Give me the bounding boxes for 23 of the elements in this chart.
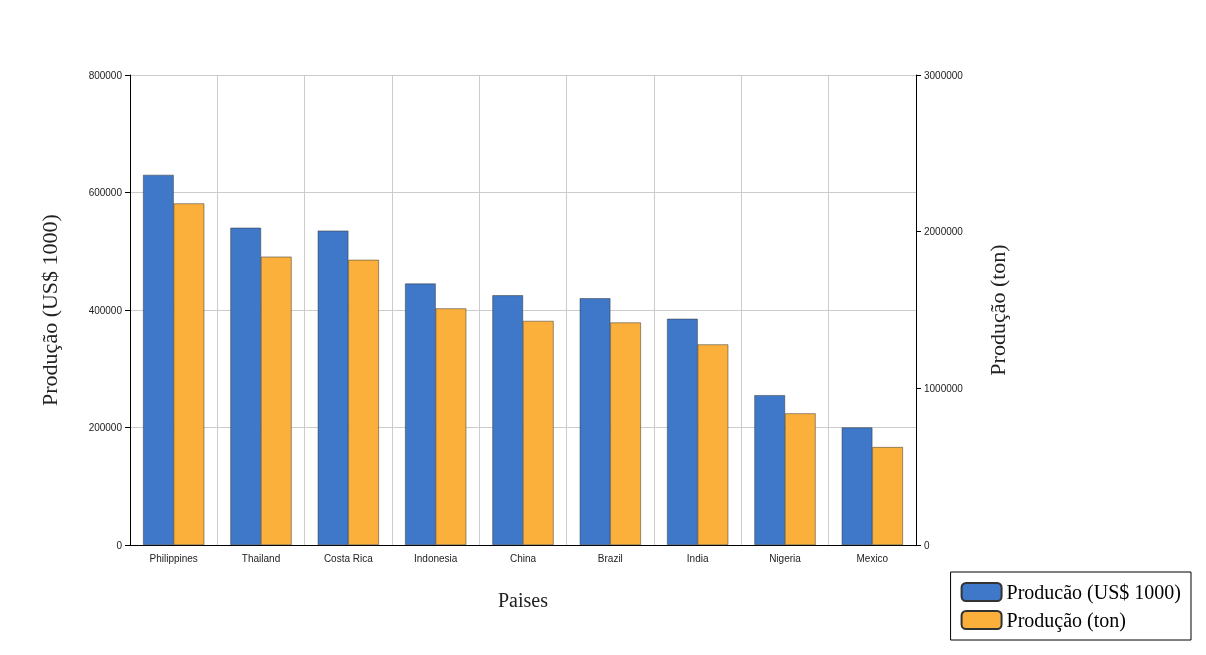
y-tick-label: 0 <box>116 539 123 551</box>
y-tick-label: 800000 <box>88 69 123 81</box>
y-tick-label: 600000 <box>88 187 123 198</box>
legend-label: Producão (US$ 1000) <box>1006 581 1182 604</box>
y2-tick-label: 1000000 <box>924 382 964 394</box>
y2-tick-label: 2000000 <box>924 226 964 238</box>
x-tick-label: India <box>686 552 709 564</box>
x-tick-label: Costa Rica <box>323 552 374 564</box>
y2-axis-title: Produção (ton) <box>984 244 1010 376</box>
legend-label: Produção (ton) <box>1006 609 1126 632</box>
y-tick-label: 200000 <box>88 422 123 433</box>
x-tick-label: Philippines <box>149 552 198 564</box>
y2-tick-label: 0 <box>924 539 930 551</box>
x-axis-title: Paises <box>498 589 549 611</box>
x-tick-label: Brazil <box>597 552 623 564</box>
x-tick-label: Nigeria <box>769 552 802 564</box>
y-tick-label: 400000 <box>88 304 123 316</box>
x-tick-label: Indonesia <box>413 552 458 564</box>
x-tick-label: Thailand <box>241 552 281 564</box>
x-tick-label: Mexico <box>856 552 889 564</box>
x-tick-label: China <box>509 552 537 564</box>
y-axis-title: Produção (US$ 1000) <box>36 214 62 406</box>
y2-tick-label: 3000000 <box>924 69 964 81</box>
